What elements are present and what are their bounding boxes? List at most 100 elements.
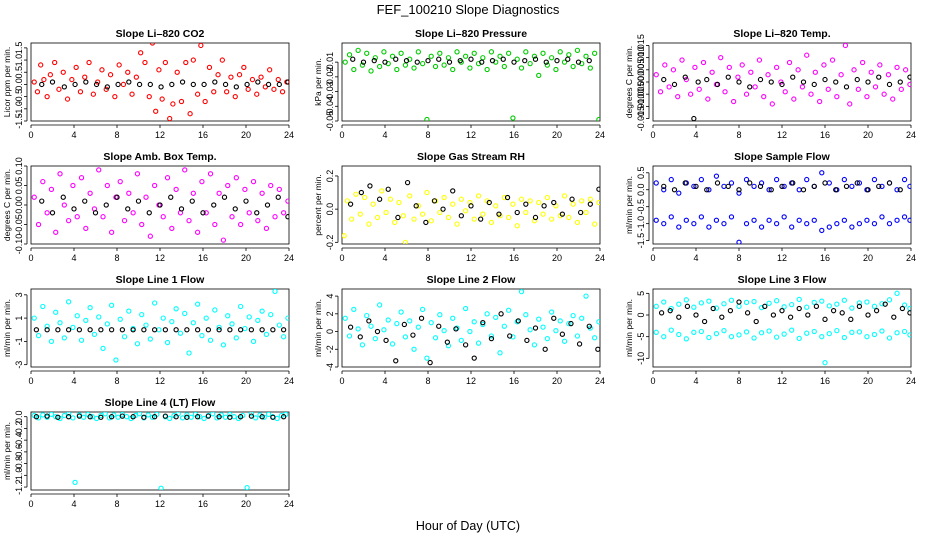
data-point xyxy=(531,218,538,224)
data-point xyxy=(411,65,417,71)
data-point xyxy=(849,329,855,335)
data-point xyxy=(751,335,757,341)
x-tick-label: 20 xyxy=(863,376,873,386)
data-point xyxy=(691,329,697,335)
data-point xyxy=(561,338,568,344)
data-point xyxy=(76,413,83,419)
data-point xyxy=(565,56,571,62)
data-point xyxy=(216,190,222,196)
data-point xyxy=(854,180,860,186)
data-point xyxy=(383,337,389,344)
data-points xyxy=(31,43,289,121)
y-axis-label: degrees C per min. xyxy=(624,46,634,118)
data-point xyxy=(736,187,742,193)
data-point xyxy=(194,91,201,97)
data-point xyxy=(126,79,132,85)
x-tick-label: 0 xyxy=(339,130,344,140)
data-point xyxy=(480,321,486,328)
data-point xyxy=(126,190,132,196)
data-point xyxy=(666,84,672,90)
data-point xyxy=(280,414,287,420)
data-point xyxy=(70,182,76,189)
data-point xyxy=(265,81,272,88)
data-point xyxy=(206,64,213,71)
data-point xyxy=(372,335,378,342)
data-point xyxy=(501,323,507,329)
data-point xyxy=(419,60,426,67)
chart-title: Slope Li–820 Temp. xyxy=(733,28,830,40)
data-point xyxy=(704,76,710,83)
data-point xyxy=(371,58,377,64)
data-point xyxy=(167,415,173,422)
y-tick-label: 1.0 xyxy=(14,54,24,67)
data-point xyxy=(497,350,503,356)
data-point xyxy=(178,98,185,105)
data-point xyxy=(104,182,110,189)
data-point xyxy=(424,116,430,121)
data-point xyxy=(394,320,400,327)
chart-panel: Slope Li–820 Temp. 0 4 8 12 16 20 24 -0.015-0.01… xyxy=(624,28,916,140)
data-point xyxy=(143,322,149,328)
data-point xyxy=(683,336,689,342)
data-point xyxy=(182,167,188,173)
y-tick-label: -0.05 xyxy=(14,214,24,235)
data-point xyxy=(203,315,209,321)
data-point xyxy=(134,341,141,347)
y-tick-label: 1.5 xyxy=(14,42,24,55)
data-point xyxy=(493,203,499,209)
y-tick-label: 5 xyxy=(636,291,646,296)
data-point xyxy=(843,183,850,189)
data-point xyxy=(142,59,148,66)
data-point xyxy=(414,59,420,65)
data-point xyxy=(811,183,817,189)
data-point xyxy=(381,327,387,333)
data-points xyxy=(653,43,911,121)
data-point xyxy=(64,96,71,102)
data-point xyxy=(548,309,555,315)
data-point xyxy=(379,188,385,194)
data-point xyxy=(849,305,855,311)
data-point xyxy=(676,314,682,320)
data-point xyxy=(454,49,460,55)
data-point xyxy=(527,198,533,204)
data-point xyxy=(886,180,893,186)
data-point xyxy=(427,359,433,366)
data-point xyxy=(385,186,391,192)
data-point xyxy=(698,300,705,306)
data-point xyxy=(437,209,443,216)
data-point xyxy=(683,217,689,223)
data-point xyxy=(400,213,406,219)
data-point xyxy=(736,332,742,338)
data-point xyxy=(233,175,239,181)
data-points xyxy=(31,167,289,243)
x-tick-label: 24 xyxy=(906,376,916,386)
data-point xyxy=(445,214,452,221)
data-point xyxy=(596,319,600,325)
data-point xyxy=(856,303,863,309)
chart-panel: Slope Sample Flow 0 4 8 12 16 20 24 -1.5-1.0-0.5… xyxy=(624,151,916,263)
data-point xyxy=(114,194,120,200)
data-point xyxy=(276,322,282,328)
data-point xyxy=(394,66,400,73)
data-point xyxy=(146,210,152,216)
data-point xyxy=(368,68,374,74)
data-point xyxy=(274,415,280,422)
data-point xyxy=(872,84,879,90)
data-point xyxy=(587,201,593,207)
data-point xyxy=(566,320,572,327)
data-point xyxy=(781,183,787,189)
data-point xyxy=(359,342,366,348)
data-point xyxy=(773,64,780,71)
data-point xyxy=(816,98,823,105)
data-point xyxy=(462,53,469,59)
data-point xyxy=(864,334,870,340)
data-point xyxy=(86,59,92,66)
data-point xyxy=(559,211,566,217)
y-tick-label: 0.015 xyxy=(636,34,646,57)
data-point xyxy=(653,217,659,223)
data-point xyxy=(280,210,287,216)
data-point xyxy=(907,183,911,189)
chart-panel: Slope Amb. Box Temp. 0 4 8 12 16 20 24 -0.10-0.0… xyxy=(2,151,294,263)
data-point xyxy=(489,58,496,64)
data-point xyxy=(65,327,72,333)
